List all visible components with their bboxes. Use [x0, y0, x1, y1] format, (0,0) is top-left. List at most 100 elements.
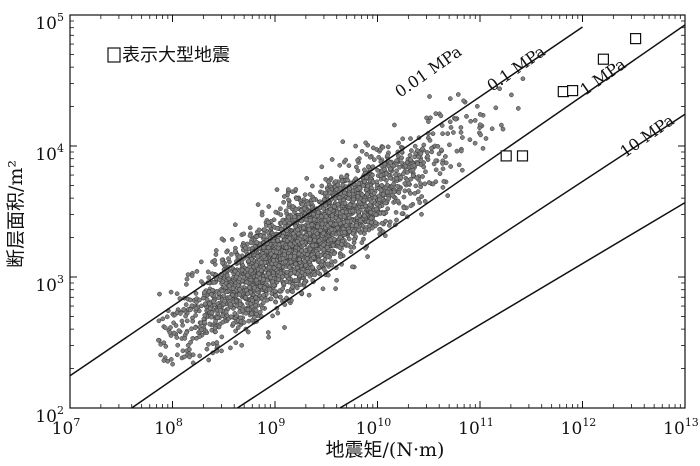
data-point — [193, 325, 198, 331]
data-point — [385, 153, 390, 158]
data-point — [311, 197, 317, 202]
data-point — [421, 142, 427, 148]
data-point — [409, 148, 414, 153]
data-point — [243, 245, 249, 251]
data-point — [384, 182, 390, 188]
data-point — [309, 222, 315, 227]
data-point — [393, 210, 399, 215]
data-point — [412, 191, 418, 196]
data-point — [249, 298, 255, 303]
data-point — [211, 299, 216, 304]
data-point — [268, 251, 274, 257]
large-earthquake-marker — [629, 32, 642, 45]
data-point — [314, 231, 320, 237]
data-point — [412, 143, 418, 149]
data-point — [408, 191, 413, 196]
data-point — [197, 353, 203, 359]
data-point — [187, 347, 192, 352]
data-point — [233, 340, 239, 346]
data-point — [167, 330, 173, 335]
data-point — [213, 318, 218, 324]
data-point — [270, 313, 275, 319]
data-point — [199, 327, 204, 333]
data-point — [226, 283, 232, 289]
data-point — [312, 272, 318, 278]
data-point — [338, 254, 343, 260]
data-point — [326, 209, 332, 215]
data-point — [273, 209, 279, 215]
x-tick-label: 1013 — [663, 416, 699, 439]
data-point — [430, 181, 436, 187]
data-point — [472, 118, 478, 123]
data-point — [255, 254, 261, 259]
data-point — [184, 276, 190, 282]
data-point — [311, 217, 317, 222]
data-point — [418, 181, 423, 186]
data-point — [307, 217, 313, 223]
data-point — [423, 169, 428, 175]
data-point — [343, 157, 349, 163]
data-point — [330, 242, 336, 248]
data-point — [245, 272, 250, 278]
data-point — [295, 227, 301, 233]
data-point — [325, 261, 331, 267]
x-tick-label: 109 — [257, 416, 286, 439]
data-point — [333, 179, 338, 184]
data-point — [285, 289, 290, 294]
data-point — [334, 277, 339, 283]
data-point — [171, 330, 177, 336]
data-point — [219, 334, 225, 340]
data-point — [280, 233, 286, 239]
data-point — [193, 313, 198, 318]
data-point — [261, 227, 267, 233]
data-point — [397, 164, 403, 170]
data-point — [396, 190, 402, 195]
data-point — [295, 239, 300, 244]
data-point — [259, 212, 265, 218]
data-point — [255, 202, 261, 207]
data-point — [395, 183, 400, 189]
data-point — [272, 288, 278, 294]
data-point — [396, 140, 401, 146]
data-point — [365, 164, 371, 170]
data-point — [456, 162, 462, 168]
data-point — [365, 183, 371, 189]
data-point — [253, 277, 259, 283]
data-point — [363, 227, 368, 233]
data-point — [273, 299, 279, 305]
data-point — [399, 155, 405, 161]
data-point — [323, 176, 328, 182]
data-point — [426, 119, 431, 124]
data-point — [383, 200, 389, 206]
data-point — [329, 157, 335, 162]
data-point — [320, 242, 326, 248]
data-point — [520, 76, 526, 82]
data-point — [246, 258, 251, 264]
data-point — [331, 251, 337, 257]
data-point — [441, 179, 447, 184]
data-point — [398, 175, 404, 180]
data-point — [212, 262, 218, 267]
data-point — [356, 209, 361, 215]
data-point — [416, 154, 421, 160]
data-point — [194, 269, 200, 274]
data-point — [193, 291, 199, 296]
data-point — [188, 339, 193, 345]
data-point — [359, 148, 365, 154]
data-point — [251, 315, 257, 320]
data-point — [293, 278, 299, 283]
data-point — [162, 325, 168, 331]
data-point — [356, 199, 362, 205]
data-point — [448, 164, 454, 169]
data-point — [254, 234, 260, 240]
data-point — [315, 251, 321, 257]
data-point — [429, 145, 434, 151]
data-point — [232, 222, 238, 228]
data-point — [280, 256, 286, 262]
data-point — [247, 233, 253, 239]
data-point — [290, 189, 295, 195]
data-point — [355, 157, 360, 163]
data-point — [335, 202, 341, 207]
data-point — [253, 307, 259, 313]
data-point — [419, 194, 425, 199]
